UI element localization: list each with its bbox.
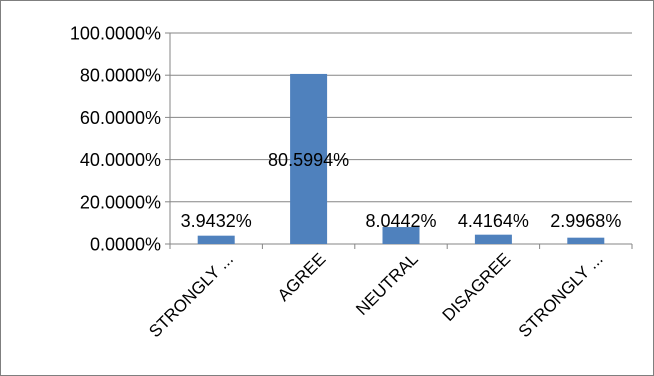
x-tick-label: DISAGREE xyxy=(439,249,515,325)
x-tick-label: AGREE xyxy=(274,249,330,305)
bar xyxy=(290,73,328,244)
y-tick-label: 100.0000% xyxy=(70,24,161,44)
y-tick-label: 0.0000% xyxy=(90,235,161,255)
data-label: 3.9432% xyxy=(181,211,252,231)
data-label: 4.4164% xyxy=(458,211,529,231)
bar xyxy=(382,227,420,244)
bar xyxy=(567,237,605,244)
y-tick-label: 40.0000% xyxy=(80,150,161,170)
x-tick-label: STRONGLY ... xyxy=(145,249,237,341)
x-tick-label: NEUTRAL xyxy=(352,249,422,319)
bar xyxy=(474,234,512,244)
x-tick-label: STRONGLY ... xyxy=(515,249,607,341)
y-tick-label: 60.0000% xyxy=(80,108,161,128)
data-label: 2.9968% xyxy=(550,211,621,231)
y-tick-label: 80.0000% xyxy=(80,66,161,86)
bar xyxy=(197,235,235,244)
data-label: 80.5994% xyxy=(268,150,349,170)
y-tick-label: 20.0000% xyxy=(80,192,161,212)
data-label: 8.0442% xyxy=(365,211,436,231)
